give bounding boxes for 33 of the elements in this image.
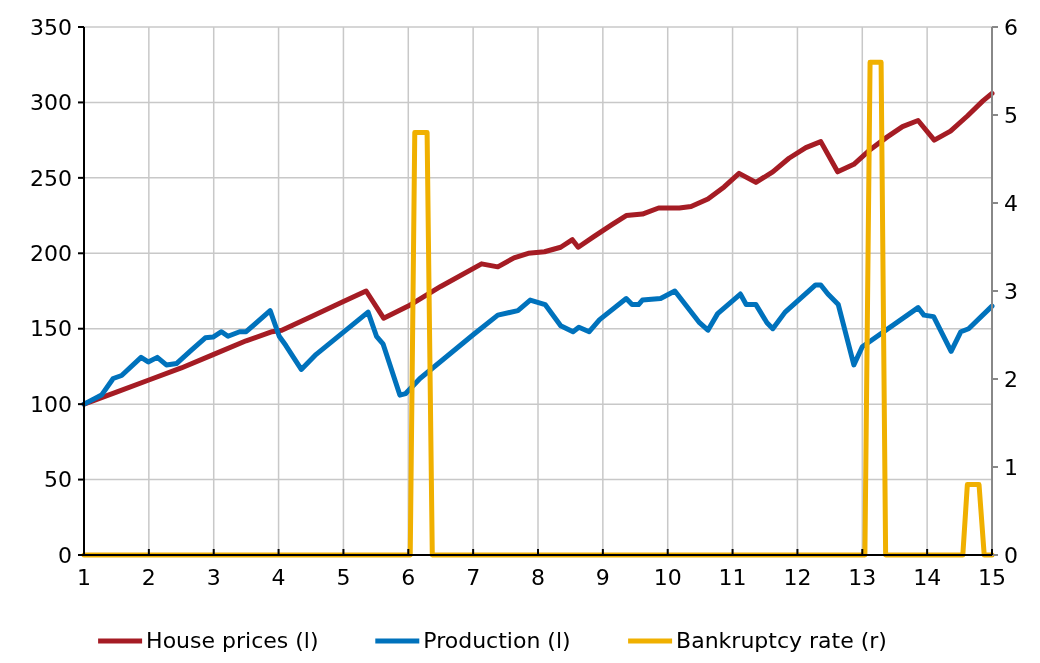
legend-label: House prices (l) — [146, 628, 319, 653]
x-tick-label: 15 — [978, 565, 1006, 590]
y2-tick-label: 2 — [1004, 366, 1018, 392]
y-tick-label: 300 — [30, 90, 72, 116]
x-tick-label: 1 — [77, 565, 91, 590]
x-tick-label: 5 — [336, 565, 351, 590]
x-tick-label: 3 — [206, 565, 221, 590]
y2-tick-label: 0 — [1004, 542, 1018, 568]
y-tick-label: 0 — [58, 542, 72, 568]
x-tick-label: 12 — [783, 565, 812, 590]
x-tick-label: 4 — [271, 565, 286, 590]
x-tick-label: 10 — [653, 565, 682, 590]
x-tick-label: 11 — [718, 565, 747, 590]
x-tick-label: 9 — [595, 565, 610, 590]
x-tick-label: 7 — [466, 565, 481, 590]
legend-label: Bankruptcy rate (r) — [676, 628, 887, 653]
x-tick-label: 14 — [913, 565, 942, 590]
y2-tick-label: 6 — [1004, 14, 1018, 40]
y-tick-label: 350 — [30, 14, 72, 40]
x-tick-label: 2 — [141, 565, 156, 590]
x-tick-label: 13 — [848, 565, 877, 590]
x-tick-label: 6 — [401, 565, 416, 590]
y-tick-label: 200 — [30, 240, 72, 266]
y2-tick-label: 3 — [1004, 278, 1018, 304]
y-tick-label: 250 — [30, 165, 72, 191]
y2-tick-label: 4 — [1004, 190, 1018, 216]
y2-tick-label: 5 — [1004, 102, 1018, 128]
y-tick-label: 50 — [44, 467, 72, 493]
y2-tick-label: 1 — [1004, 454, 1018, 480]
legend-label: Production (l) — [423, 628, 571, 653]
x-tick-label: 8 — [531, 565, 545, 590]
y-tick-label: 150 — [30, 316, 72, 342]
y-tick-label: 100 — [30, 391, 72, 417]
